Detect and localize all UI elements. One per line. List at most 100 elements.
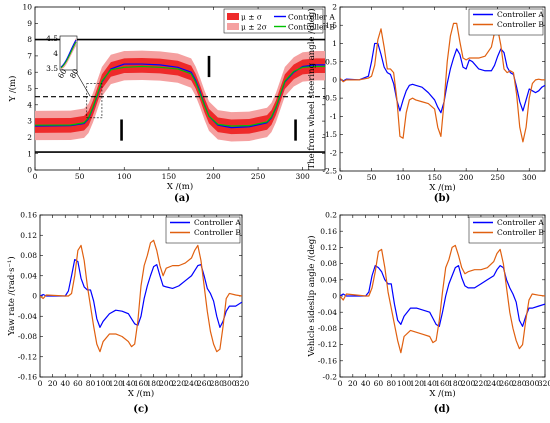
y-tick-label: 10 [22, 3, 32, 12]
legend-label-controller-b: Controller B [288, 23, 335, 32]
x-tick-label: 220 [474, 379, 489, 388]
series-line-controller-a [40, 258, 242, 328]
x-tick-label: 320 [538, 379, 550, 388]
inset-y-tick-label: 3.5 [46, 64, 58, 73]
legend-label-controller-a: Controller A [497, 218, 544, 227]
series-line-controller-a [340, 42, 545, 114]
x-tick-label: 250 [251, 172, 266, 181]
x-tick-label: 140 [423, 379, 438, 388]
x-tick-label: 260 [499, 379, 514, 388]
y-tick-label: -0.12 [318, 340, 337, 349]
y-tick-label: -0.12 [18, 352, 37, 361]
inset-frame [59, 35, 78, 71]
zoom-arrow [75, 71, 91, 97]
y-tick-label: -0.2 [323, 373, 338, 382]
inset-y-tick-label: 4 [53, 49, 58, 58]
x-tick-label: 40 [361, 379, 371, 388]
y-tick-label: 7 [27, 52, 32, 61]
x-tick-label: 100 [396, 173, 411, 182]
inset-x-tick-label: 80 [68, 67, 81, 80]
x-tick-label: 20 [348, 379, 358, 388]
series-group [340, 244, 545, 354]
x-tick-label: 280 [512, 379, 527, 388]
series-line-controller-a [340, 265, 545, 327]
panel-c: 0 20 40 60 80 1001201401601802002202402602803… [6, 211, 249, 415]
y-tick-label: -0.08 [318, 324, 337, 333]
y-tick-label: 2 [332, 3, 337, 12]
x-tick-label: 300 [222, 379, 237, 388]
y-tick-label: 0 [332, 75, 337, 84]
series-group [35, 63, 325, 129]
y-tick-label: 0.12 [320, 243, 337, 252]
y-tick-label: -1 [330, 112, 337, 121]
y-tick-label: 0.5 [325, 57, 337, 66]
legend-box [223, 8, 324, 34]
y-tick-label: 0 [332, 292, 337, 301]
x-tick-label: 180 [146, 379, 161, 388]
legend-label-two-sigma: μ ± 2σ [241, 23, 267, 32]
legend-label-controller-b: Controller B [194, 228, 241, 237]
y-tick-label: 2 [27, 133, 32, 142]
x-tick-label: 250 [491, 173, 506, 182]
x-tick-label: 200 [159, 379, 174, 388]
x-tick-label: 50 [367, 173, 377, 182]
x-axis-label: X /(m) [128, 388, 154, 399]
legend-label-controller-b: Controller B [497, 228, 544, 237]
legend-patch-two-sigma [227, 23, 239, 30]
x-tick-label: 300 [296, 172, 311, 181]
x-tick-label: 300 [525, 379, 540, 388]
x-tick-label: 0 [338, 379, 343, 388]
y-axis-label: Yaw rate /(rad·s⁻¹) [6, 256, 17, 336]
x-tick-label: 220 [172, 379, 187, 388]
x-tick-label: 80 [386, 379, 396, 388]
plot-frame [339, 6, 546, 172]
y-tick-label: 9 [27, 19, 32, 28]
series-group [40, 239, 242, 353]
y-tick-label: 8 [27, 35, 32, 44]
x-tick-label: 160 [435, 379, 450, 388]
y-tick-label: -0.16 [18, 373, 37, 382]
x-tick-label: 150 [427, 173, 442, 182]
x-tick-label: 40 [60, 379, 70, 388]
y-axis-label: Y /(m) [7, 76, 18, 103]
series-group [340, 22, 545, 143]
y-tick-label: 1.5 [325, 21, 337, 30]
x-tick-label: 200 [206, 172, 221, 181]
inset-plot [60, 38, 77, 69]
legend-label-controller-a: Controller A [497, 10, 544, 19]
legend-box [165, 216, 241, 244]
y-tick-label: -0.08 [18, 332, 37, 341]
panel-label: (a) [174, 193, 190, 204]
y-tick-label: 0.08 [320, 259, 337, 268]
x-tick-label: 20 [48, 379, 58, 388]
y-tick-label: 3 [27, 117, 32, 126]
panel-d: 0 20 40 60 80 1001201401601802002202402602803… [306, 211, 550, 415]
panel-label: (b) [434, 193, 450, 204]
y-tick-label: 0.16 [320, 227, 337, 236]
x-tick-label: 140 [121, 379, 136, 388]
y-tick-label: -0.5 [323, 94, 338, 103]
y-tick-label: 0 [27, 166, 32, 175]
y-tick-label: -1.5 [323, 130, 338, 139]
legend-label-controller-a: Controller A [194, 218, 241, 227]
y-tick-label: 0.08 [20, 251, 37, 260]
x-tick-label: 120 [109, 379, 124, 388]
x-tick-label: 320 [235, 379, 250, 388]
x-tick-label: 60 [374, 379, 384, 388]
panel-label: (d) [434, 404, 450, 415]
y-tick-label: -0.16 [318, 356, 337, 365]
zoom-region-box [86, 83, 103, 119]
legend-patch-sigma [227, 13, 239, 20]
x-axis-label: X /(m) [429, 388, 455, 399]
y-tick-label: 5 [27, 84, 32, 93]
inset-x-tick-label: 60 [56, 67, 69, 80]
series-line-controller-b [40, 239, 242, 353]
y-tick-label: -2 [330, 148, 338, 157]
x-tick-label: 0 [38, 379, 43, 388]
x-tick-label: 160 [134, 379, 149, 388]
bands-group [35, 50, 325, 142]
x-tick-label: 50 [75, 172, 85, 181]
x-axis-label: X /(m) [429, 182, 455, 193]
y-tick-label: 0.04 [20, 271, 37, 280]
